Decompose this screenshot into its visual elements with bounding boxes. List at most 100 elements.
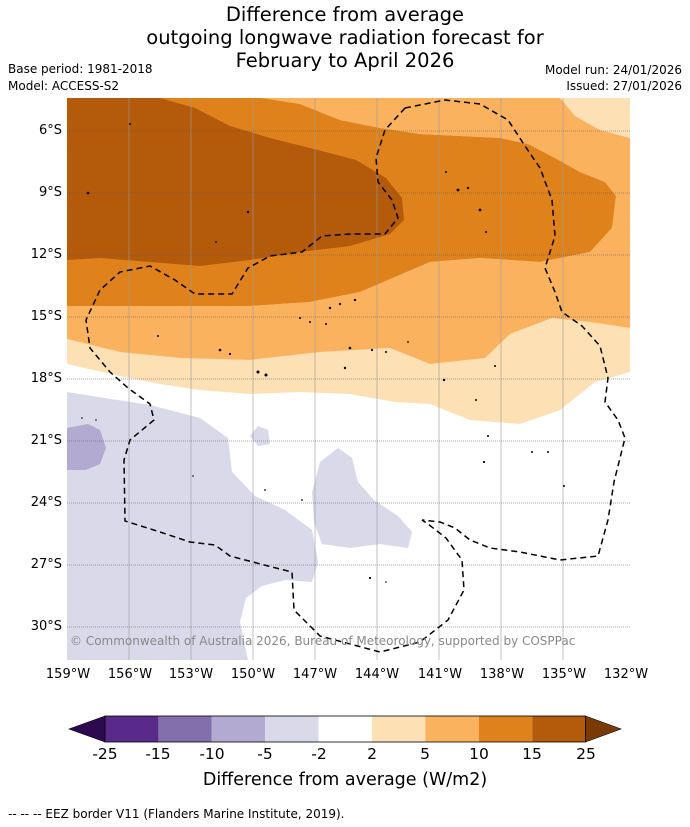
island bbox=[309, 321, 311, 323]
island bbox=[370, 348, 374, 352]
lon-label: 144°W bbox=[354, 667, 400, 682]
colorbar-over-triangle bbox=[585, 715, 622, 743]
island bbox=[563, 485, 565, 487]
island bbox=[218, 348, 222, 352]
island bbox=[494, 365, 496, 367]
colorbar-segment bbox=[425, 716, 479, 742]
model-name: Model: ACCESS-S2 bbox=[8, 79, 120, 93]
olr-region-neg-light-2 bbox=[312, 448, 412, 548]
colorbar-tick-label: 5 bbox=[420, 745, 430, 763]
island bbox=[129, 123, 131, 125]
island bbox=[456, 188, 460, 192]
lat-label: 9°S bbox=[38, 185, 62, 200]
island bbox=[256, 370, 260, 374]
colorbar-tick-label: 10 bbox=[469, 745, 489, 763]
colorbar-tick-label: -10 bbox=[199, 745, 225, 763]
olr-region-pos-15 bbox=[67, 98, 404, 266]
colorbar-segment bbox=[318, 716, 372, 742]
colorbar-segment bbox=[532, 716, 586, 742]
island bbox=[325, 323, 327, 325]
island bbox=[95, 419, 97, 421]
map-grid bbox=[67, 98, 630, 660]
colorbar-segment bbox=[478, 716, 533, 742]
copyright-notice: © Commonwealth of Australia 2026, Bureau… bbox=[70, 634, 576, 648]
colorbar-tick-label: -5 bbox=[257, 745, 273, 763]
colorbar-segment bbox=[265, 716, 319, 742]
island bbox=[368, 576, 372, 580]
lon-label: 150°W bbox=[230, 667, 276, 682]
lat-label: 12°S bbox=[30, 247, 62, 262]
issued-date: Issued: 27/01/2026 bbox=[566, 79, 682, 93]
island bbox=[385, 581, 387, 583]
colorbar bbox=[68, 715, 622, 743]
lat-label: 6°S bbox=[38, 123, 62, 138]
lon-label: 153°W bbox=[168, 667, 214, 682]
model-run: Model run: 24/01/2026 bbox=[544, 63, 682, 77]
island bbox=[192, 475, 194, 477]
island bbox=[445, 171, 447, 173]
island bbox=[86, 191, 90, 195]
colorbar-segment bbox=[105, 716, 159, 742]
island bbox=[348, 346, 352, 350]
lat-label: 27°S bbox=[30, 557, 62, 572]
island bbox=[228, 352, 232, 356]
island bbox=[475, 399, 477, 401]
island bbox=[264, 373, 268, 377]
colorbar-tick-label: 2 bbox=[367, 745, 377, 763]
island bbox=[338, 302, 342, 306]
colorbar-tick-label: -15 bbox=[145, 745, 171, 763]
olr-region-neg-light bbox=[67, 392, 318, 660]
colorbar-segment bbox=[211, 716, 266, 742]
island bbox=[328, 306, 332, 310]
title-line-2: outgoing longwave radiation forecast for bbox=[146, 26, 544, 49]
colorbar-title: Difference from average (W/m2) bbox=[202, 770, 488, 790]
olr-region-pos-5 bbox=[67, 98, 630, 364]
colorbar-segment bbox=[372, 716, 426, 742]
eez-footnote: -- -- -- EEZ border V11 (Flanders Marine… bbox=[8, 807, 345, 821]
colorbar-tick-label: 25 bbox=[576, 745, 596, 763]
lat-label: 15°S bbox=[30, 309, 62, 324]
lon-label: 141°W bbox=[417, 667, 463, 682]
island bbox=[264, 489, 266, 491]
colorbar-under-triangle bbox=[68, 715, 106, 743]
island bbox=[482, 460, 486, 464]
island bbox=[485, 231, 487, 233]
lon-label: 159°W bbox=[45, 667, 91, 682]
colorbar-tick-label: -25 bbox=[92, 745, 118, 763]
eez-border-cook-islands bbox=[85, 107, 465, 653]
olr-region-neg-mid bbox=[67, 424, 106, 470]
island bbox=[385, 351, 387, 353]
island bbox=[81, 417, 83, 419]
title-line-3: February to April 2026 bbox=[235, 49, 455, 72]
lat-label: 24°S bbox=[30, 495, 62, 510]
olr-region-pos-2-top bbox=[560, 98, 630, 138]
lon-label: 135°W bbox=[541, 667, 587, 682]
island bbox=[478, 208, 482, 212]
island bbox=[246, 210, 250, 214]
colorbar-frame bbox=[104, 715, 587, 743]
island bbox=[487, 435, 489, 437]
island bbox=[466, 186, 470, 190]
island bbox=[343, 366, 347, 370]
lat-label: 21°S bbox=[30, 433, 62, 448]
olr-region-pos-2 bbox=[67, 318, 630, 424]
eez-border-french-polynesia bbox=[404, 99, 626, 561]
island bbox=[299, 317, 301, 319]
islands bbox=[81, 123, 565, 583]
lon-label: 138°W bbox=[479, 667, 525, 682]
island bbox=[301, 499, 303, 501]
title-line-1: Difference from average bbox=[225, 3, 465, 26]
island bbox=[407, 341, 409, 343]
lat-label: 30°S bbox=[30, 619, 62, 634]
lon-label: 156°W bbox=[107, 667, 153, 682]
colorbar-segment bbox=[158, 716, 212, 742]
island bbox=[157, 335, 159, 337]
island bbox=[215, 241, 217, 243]
map-plot-area bbox=[67, 98, 630, 660]
base-period: Base period: 1981-2018 bbox=[8, 62, 153, 76]
island bbox=[353, 298, 357, 302]
colorbar-tick-label: -2 bbox=[311, 745, 327, 763]
island bbox=[531, 451, 533, 453]
lon-label: 147°W bbox=[292, 667, 338, 682]
